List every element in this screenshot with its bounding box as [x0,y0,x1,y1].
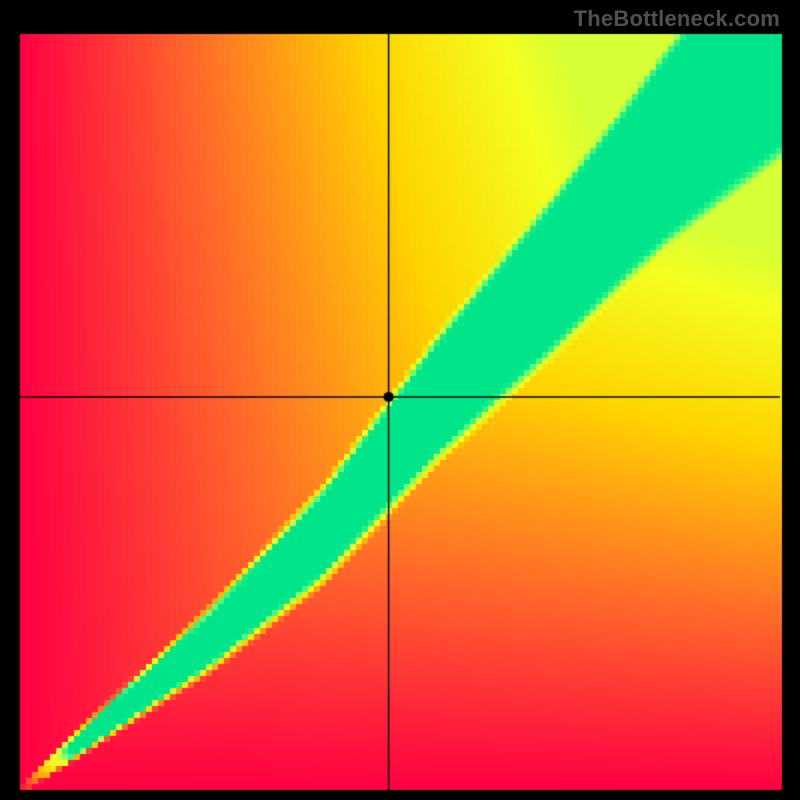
bottleneck-heatmap [0,0,800,800]
watermark-text: TheBottleneck.com [574,6,780,32]
